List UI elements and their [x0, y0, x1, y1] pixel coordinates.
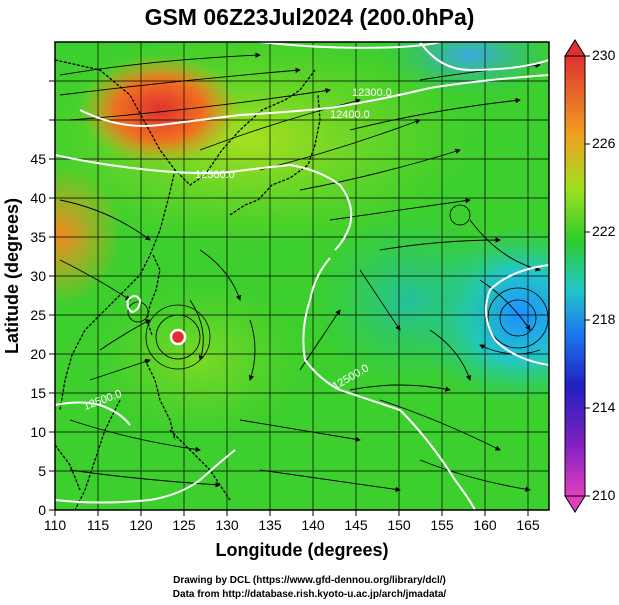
x-tick-label: 140 [301, 517, 325, 533]
contour-label-12400: 12400.0 [330, 109, 370, 121]
y-axis: 0 5 10 15 20 25 30 35 40 45 Latitude (de… [2, 80, 55, 518]
x-tick-label: 135 [258, 517, 282, 533]
y-tick-label: 10 [30, 424, 46, 440]
lat-lon-grid [55, 42, 549, 510]
x-tick-label: 165 [516, 517, 540, 533]
temperature-field: 12300.0 12400.0 12500.0 12500.0 12500.0 [55, 42, 549, 510]
y-tick-label: 15 [30, 385, 46, 401]
y-tick-label: 45 [30, 151, 46, 167]
x-tick-label: 150 [387, 517, 411, 533]
colorbar: 210 214 218 222 226 230 [564, 39, 616, 513]
chart-title: GSM 06Z23Jul2024 (200.0hPa) [144, 4, 475, 30]
x-tick-label: 155 [430, 517, 454, 533]
x-tick-label: 160 [473, 517, 497, 533]
x-tick-label: 110 [44, 517, 67, 533]
y-axis-title: Latitude (degrees) [2, 198, 22, 354]
y-tick-label: 20 [30, 346, 46, 362]
x-tick-label: 115 [87, 517, 110, 533]
colorbar-tick-label: 222 [592, 223, 616, 239]
coastlines [55, 59, 321, 510]
typhoon-center-marker [169, 328, 187, 346]
colorbar-tick-label: 210 [592, 487, 616, 503]
x-tick-label: 125 [172, 517, 196, 533]
x-tick-label: 130 [215, 517, 239, 533]
credit-drawing: Drawing by DCL (https://www.gfd-dennou.o… [173, 575, 446, 586]
y-tick-label: 30 [30, 268, 46, 284]
y-tick-label: 0 [38, 502, 46, 518]
colorbar-tick-label: 218 [592, 311, 616, 327]
credit-data: Data from http://database.rish.kyoto-u.a… [172, 589, 447, 600]
y-tick-label: 35 [30, 229, 46, 245]
colorbar-tick-label: 214 [592, 399, 616, 415]
colorbar-tick-label: 230 [592, 47, 616, 63]
contour-label-12300: 12300.0 [352, 87, 392, 99]
y-tick-label: 25 [30, 307, 46, 323]
x-axis-title: Longitude (degrees) [215, 540, 388, 560]
y-tick-label: 5 [38, 463, 46, 479]
colorbar-top-cap [564, 39, 586, 57]
y-tick-label: 40 [30, 190, 46, 206]
x-tick-label: 145 [344, 517, 368, 533]
colorbar-gradient [564, 55, 586, 497]
height-contours [55, 42, 549, 510]
colorbar-bottom-cap [564, 495, 586, 513]
x-axis: 110 115 120 125 130 135 140 145 150 155 … [44, 510, 540, 560]
contour-label-12500-north: 12500.0 [195, 169, 235, 181]
x-tick-label: 120 [129, 517, 153, 533]
colorbar-tick-label: 226 [592, 135, 616, 151]
